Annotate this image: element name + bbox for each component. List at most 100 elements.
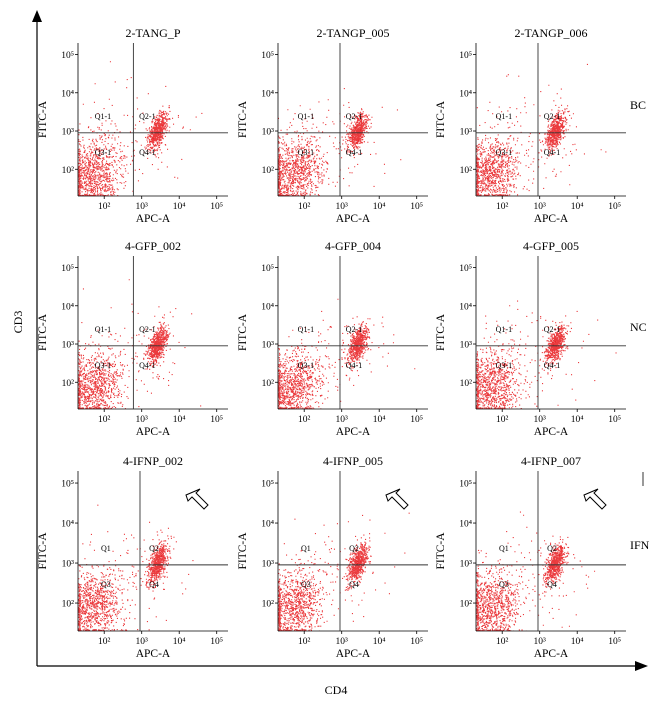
row-label-bc: BC (630, 98, 646, 112)
panel-4-ifnp-002: 4-IFNP_002 10² 10³ 10⁴ 10⁵ 10² 10³ 10⁴ 10⁵ APC-A F… (37, 454, 228, 660)
x-tick-label: 10⁵ (608, 637, 621, 647)
arrow-annotation-icon (185, 488, 209, 510)
x-tick-label: 10⁵ (608, 202, 621, 212)
y-tick-label: 10⁵ (61, 264, 74, 274)
scatter-population-double-positive (539, 104, 572, 159)
x-tick-label: 10³ (336, 637, 349, 647)
quadrant-label-q3: Q3-1 (298, 148, 314, 157)
panel-y-axis-label: FITC-A (435, 532, 447, 570)
y-tick-label: 10⁵ (459, 51, 472, 61)
x-tick-label: 10⁵ (210, 637, 223, 647)
scatter-population-background (278, 298, 416, 408)
quadrant-label-q1: Q1-1 (95, 112, 111, 121)
panel-grid: 2-TANG_P 10² 10³ 10⁴ 10⁵ 10² 10³ 10⁴ 10⁵ APC-A FIT… (37, 26, 626, 660)
scatter-points (476, 63, 607, 196)
y-tick-label: 10³ (460, 341, 473, 351)
panel-x-axis-label: APC-A (136, 213, 171, 225)
x-tick-label: 10⁵ (210, 202, 223, 212)
row-label-ifn: IFN (630, 538, 650, 552)
y-tick-label: 10⁴ (261, 89, 275, 99)
quadrant-label-q1: Q1-1 (298, 325, 314, 334)
x-tick-label: 10² (298, 637, 311, 647)
y-tick-label: 10⁴ (261, 302, 275, 312)
y-tick-label: 10⁴ (459, 89, 473, 99)
quadrant-label-q4: Q4-1 (139, 361, 155, 370)
y-tick-label: 10⁵ (261, 480, 274, 490)
panel-title: 2-TANGP_006 (514, 26, 587, 40)
scatter-population-background (278, 512, 410, 627)
y-tick-label: 10² (262, 379, 275, 389)
y-tick-label: 10³ (62, 560, 75, 570)
y-tick-label: 10⁵ (459, 264, 472, 274)
quadrant-label-q4: Q4-1 (346, 361, 362, 370)
outer-x-axis-label: CD4 (325, 683, 348, 697)
panel-2-tangp-006: 2-TANGP_006 10² 10³ 10⁴ 10⁵ 10² 10³ 10⁴ 10⁵ APC-A… (435, 26, 626, 225)
x-tick-label: 10⁵ (210, 415, 223, 425)
panel-title: 2-TANG_P (125, 26, 180, 40)
scatter-points (278, 512, 410, 631)
x-tick-label: 10² (98, 202, 111, 212)
x-tick-label: 10⁴ (373, 202, 387, 212)
quadrant-label-q2: Q2-1 (139, 325, 155, 334)
y-tick-label: 10⁵ (61, 480, 74, 490)
quadrant-label-q2: Q2-1 (544, 112, 560, 121)
scatter-population-double-negative (278, 550, 347, 631)
quadrant-label-q1: Q1 (101, 544, 111, 553)
panel-4-gfp-005: 4-GFP_005 10² 10³ 10⁴ 10⁵ 10² 10³ 10⁴ 10⁵ APC-A FI… (435, 239, 626, 438)
scatter-population-double-negative (278, 114, 337, 196)
outer-y-axis-label: CD3 (11, 311, 25, 334)
panel-2-tangp-005: 2-TANGP_005 10² 10³ 10⁴ 10⁵ 10² 10³ 10⁴ 10⁵ APC-A… (237, 26, 428, 225)
y-tick-label: 10³ (262, 128, 275, 138)
scatter-population-double-positive (143, 311, 174, 374)
panel-y-axis-label: FITC-A (37, 532, 49, 570)
panel-4-gfp-002: 4-GFP_002 10² 10³ 10⁴ 10⁵ 10² 10³ 10⁴ 10⁵ APC-A FI… (37, 239, 228, 438)
x-tick-label: 10³ (534, 637, 547, 647)
x-tick-label: 10² (496, 637, 509, 647)
x-tick-label: 10² (298, 202, 311, 212)
quadrant-label-q1: Q1 (301, 544, 311, 553)
quadrant-label-q2: Q2-1 (346, 112, 362, 121)
x-tick-label: 10² (298, 415, 311, 425)
x-tick-label: 10² (98, 637, 111, 647)
quadrant-label-q1: Q1-1 (496, 112, 512, 121)
y-tick-label: 10⁵ (61, 51, 74, 61)
x-tick-label: 10² (496, 202, 509, 212)
x-tick-label: 10³ (534, 202, 547, 212)
quadrant-label-q3: Q3 (301, 580, 311, 589)
panel-x-axis-label: APC-A (336, 648, 371, 660)
y-tick-label: 10⁴ (459, 520, 473, 530)
y-tick-label: 10² (262, 166, 275, 176)
y-tick-label: 10² (460, 379, 473, 389)
x-tick-label: 10⁵ (410, 637, 423, 647)
panel-4-ifnp-005: 4-IFNP_005 10² 10³ 10⁴ 10⁵ 10² 10³ 10⁴ 10⁵ APC-A F… (237, 454, 428, 660)
scatter-population-double-negative (476, 121, 535, 196)
panel-2-tang-p: 2-TANG_P 10² 10³ 10⁴ 10⁵ 10² 10³ 10⁴ 10⁵ APC-A FIT… (37, 26, 228, 225)
quadrant-label-q3: Q3 (101, 580, 111, 589)
scatter-population-double-negative (78, 123, 136, 196)
y-tick-label: 10⁴ (61, 520, 75, 530)
scatter-population-double-positive (539, 315, 572, 375)
quadrant-label-q2: Q2 (349, 544, 359, 553)
arrow-annotation-icon (385, 488, 409, 510)
quadrant-label-q4: Q4-1 (346, 148, 362, 157)
panel-y-axis-label: FITC-A (37, 100, 49, 138)
panel-title: 4-GFP_005 (523, 239, 579, 253)
scatter-points (278, 88, 402, 196)
scatter-population-background (278, 88, 402, 194)
y-tick-label: 10² (62, 166, 75, 176)
x-tick-label: 10⁵ (410, 415, 423, 425)
y-tick-label: 10³ (262, 341, 275, 351)
quadrant-label-q2: Q2-1 (139, 112, 155, 121)
row-label-nc: NC (630, 320, 647, 334)
panel-x-axis-label: APC-A (534, 426, 569, 438)
outer-x-axis-arrowhead (635, 661, 648, 671)
y-tick-label: 10³ (460, 560, 473, 570)
x-tick-label: 10⁵ (608, 415, 621, 425)
arrow-annotation-icon (583, 488, 607, 510)
panel-4-gfp-004: 4-GFP_004 10² 10³ 10⁴ 10⁵ 10² 10³ 10⁴ 10⁵ APC-A FI… (237, 239, 428, 438)
quadrant-label-q2: Q2 (547, 544, 557, 553)
y-tick-label: 10⁴ (261, 520, 275, 530)
quadrant-label-q1: Q1-1 (496, 325, 512, 334)
